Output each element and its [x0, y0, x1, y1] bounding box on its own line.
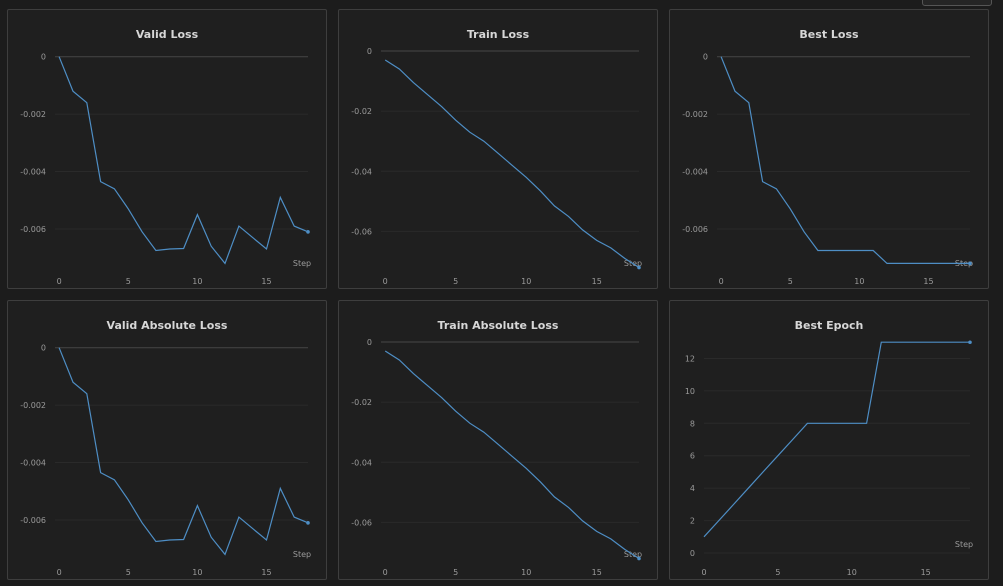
x-tick-label: 5 — [453, 568, 458, 577]
y-tick-label: -0.006 — [682, 225, 708, 234]
y-tick-label: 0 — [367, 47, 372, 56]
x-tick-label: 0 — [701, 568, 706, 577]
y-tick-label: 8 — [690, 419, 695, 428]
x-tick-label: 0 — [719, 277, 724, 286]
y-tick-label: 4 — [690, 484, 695, 493]
y-tick-label: -0.002 — [682, 110, 708, 119]
y-tick-label: -0.02 — [351, 398, 372, 407]
best-epoch-chart-panel[interactable]: Best Epoch 0 2 4 6 8 10 12 0 5 10 15 Step — [669, 300, 989, 580]
y-tick-label: -0.002 — [20, 110, 46, 119]
x-tick-label: 5 — [126, 277, 131, 286]
y-tick-label: 10 — [685, 387, 695, 396]
y-tick-label: 0 — [41, 344, 46, 353]
y-tick-label: 0 — [41, 53, 46, 62]
best-epoch-chart-title: Best Epoch — [794, 319, 864, 332]
x-tick-label: 15 — [261, 277, 271, 286]
last-data-point — [968, 261, 972, 266]
valid-absolute-loss-chart-title: Valid Absolute Loss — [106, 319, 228, 332]
series-line — [58, 56, 309, 265]
series-line — [720, 56, 970, 264]
x-tick-label: 10 — [854, 277, 864, 286]
best-loss-chart-title: Best Loss — [799, 28, 859, 41]
train-loss-chart-panel[interactable]: Train Loss 0 -0.02 -0.04 -0.06 0 5 10 15 Step — [338, 9, 658, 289]
best-epoch-plot: 0 2 4 6 8 10 12 0 5 10 15 Step — [685, 340, 973, 577]
x-tick-label: 0 — [383, 277, 388, 286]
y-tick-label: -0.006 — [20, 225, 46, 234]
x-tick-label: 5 — [453, 277, 458, 286]
x-tick-label: 5 — [775, 568, 780, 577]
train-absolute-loss-chart-panel[interactable]: Train Absolute Loss 0 -0.02 -0.04 -0.06 0 5 10 1… — [338, 300, 658, 580]
x-tick-label: 15 — [261, 568, 271, 577]
y-tick-label: 0 — [703, 53, 708, 62]
valid-absolute-loss-plot: 0 -0.002 -0.004 -0.006 0 5 10 15 Step — [20, 344, 311, 577]
y-tick-label: 0 — [367, 338, 372, 347]
y-tick-label: 2 — [690, 517, 695, 526]
x-tick-label: 10 — [521, 277, 531, 286]
valid-loss-chart-title: Valid Loss — [135, 28, 199, 41]
valid-absolute-loss-chart-panel[interactable]: Valid Absolute Loss 0 -0.002 -0.004 -0.006 0 5… — [7, 300, 327, 580]
last-data-point — [306, 230, 310, 234]
x-tick-label: 15 — [592, 277, 602, 286]
y-tick-label: -0.04 — [351, 167, 372, 176]
menu-button[interactable] — [922, 0, 992, 6]
series-line — [703, 341, 970, 538]
x-tick-label: 0 — [383, 568, 388, 577]
last-data-point — [968, 340, 972, 345]
x-tick-label: 0 — [57, 277, 62, 286]
x-tick-label: 5 — [126, 568, 131, 577]
valid-loss-chart-panel[interactable]: Valid Loss 0 -0.002 -0.004 -0.006 0 5 10 15 Step — [7, 9, 327, 289]
x-axis-label: Step — [293, 550, 311, 559]
x-tick-label: 15 — [592, 568, 602, 577]
x-tick-label: 15 — [923, 277, 933, 286]
y-tick-label: -0.02 — [351, 107, 372, 116]
y-tick-label: -0.004 — [682, 168, 708, 177]
last-data-point — [637, 265, 641, 270]
y-tick-label: -0.006 — [20, 516, 46, 525]
y-tick-label: -0.06 — [351, 227, 372, 236]
y-tick-label: 6 — [690, 452, 695, 461]
x-axis-label: Step — [293, 259, 311, 268]
last-data-point — [637, 556, 641, 561]
train-loss-chart-title: Train Loss — [466, 28, 530, 41]
train-absolute-loss-chart-title: Train Absolute Loss — [437, 319, 559, 332]
x-tick-label: 10 — [521, 568, 531, 577]
series-line — [384, 350, 640, 560]
series-line — [58, 347, 309, 556]
x-axis-label: Step — [955, 540, 973, 549]
x-tick-label: 5 — [788, 277, 793, 286]
y-tick-label: -0.06 — [351, 518, 372, 527]
valid-loss-plot: 0 -0.002 -0.004 -0.006 0 5 10 15 Step — [20, 53, 311, 286]
y-tick-label: -0.04 — [351, 458, 372, 467]
best-loss-chart-panel[interactable]: Best Loss 0 -0.002 -0.004 -0.006 0 5 10 15 Step — [669, 9, 989, 289]
x-tick-label: 0 — [57, 568, 62, 577]
series-line — [384, 59, 640, 269]
y-tick-label: -0.002 — [20, 401, 46, 410]
x-tick-label: 10 — [847, 568, 857, 577]
y-tick-label: -0.004 — [20, 459, 46, 468]
y-tick-label: -0.004 — [20, 168, 46, 177]
x-tick-label: 15 — [921, 568, 931, 577]
last-data-point — [306, 521, 310, 525]
x-tick-label: 10 — [192, 277, 202, 286]
x-tick-label: 10 — [192, 568, 202, 577]
y-tick-label: 0 — [690, 549, 695, 558]
y-tick-label: 12 — [685, 354, 695, 363]
